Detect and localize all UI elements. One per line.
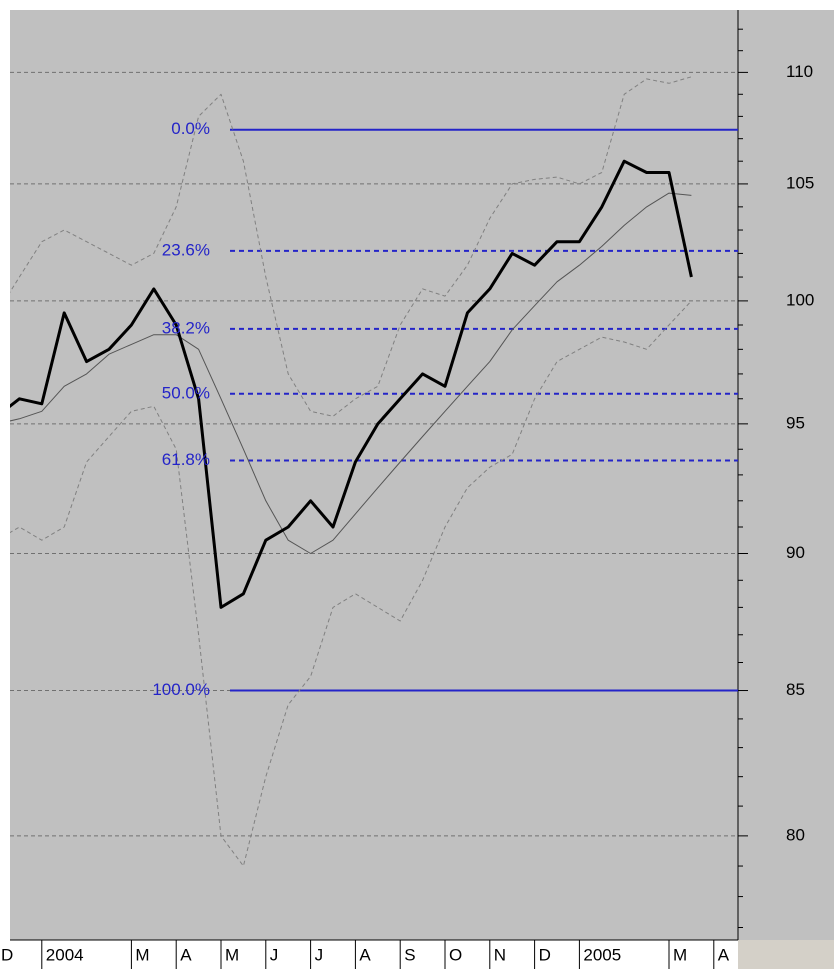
x-tick-label: M xyxy=(135,945,149,964)
y-tick-label: 85 xyxy=(786,680,805,699)
fib-label: 23.6% xyxy=(162,240,210,259)
corner xyxy=(738,940,834,969)
y-tick-label: 90 xyxy=(786,543,805,562)
fib-label: 38.2% xyxy=(162,318,210,337)
y-tick-label: 100 xyxy=(786,290,814,309)
x-tick-label: 2005 xyxy=(583,945,621,964)
band-line xyxy=(10,76,692,417)
y-tick-label: 110 xyxy=(786,62,813,81)
y-tick-label: 105 xyxy=(786,173,814,192)
x-tick-label: A xyxy=(359,945,371,964)
fib-label: 50.0% xyxy=(162,383,210,402)
fib-label: 0.0% xyxy=(171,119,210,138)
x-tick-label: N xyxy=(494,945,506,964)
fib-label: 61.8% xyxy=(162,450,210,469)
x-tick-label: A xyxy=(718,945,730,964)
plot-layer xyxy=(10,71,738,867)
y-tick-label: 95 xyxy=(786,413,805,432)
fib-label: 100.0% xyxy=(152,680,210,699)
x-tick-label: M xyxy=(673,945,687,964)
x-tick-label: S xyxy=(404,945,415,964)
x-axis-area xyxy=(10,940,738,969)
x-tick-label: J xyxy=(315,945,324,964)
x-tick-label: D xyxy=(539,945,551,964)
x-tick-label: A xyxy=(180,945,192,964)
price-line xyxy=(10,159,693,609)
x-tick-label: D xyxy=(1,945,13,964)
x-tick-label: 2004 xyxy=(46,945,84,964)
x-tick-label: O xyxy=(449,945,462,964)
x-tick-label: J xyxy=(270,945,279,964)
y-axis-area xyxy=(738,10,834,940)
y-tick-label: 80 xyxy=(786,825,805,844)
ma-line xyxy=(10,192,692,554)
plot-area xyxy=(10,10,738,940)
x-tick-label: M xyxy=(225,945,239,964)
band-line xyxy=(10,300,692,867)
